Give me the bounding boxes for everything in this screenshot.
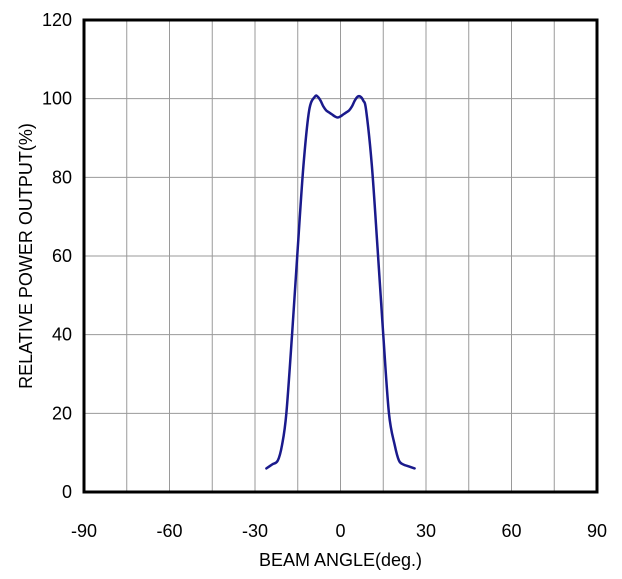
x-tick-label: 30 — [416, 521, 436, 541]
y-axis-label: RELATIVE POWER OUTPUT(%) — [16, 123, 36, 389]
x-tick-label: -30 — [242, 521, 268, 541]
y-tick-label: 40 — [52, 325, 72, 345]
series-line — [265, 94, 416, 470]
x-tick-label: 90 — [587, 521, 607, 541]
y-tick-label: 20 — [52, 403, 72, 423]
x-tick-labels: -90 -60 -30 0 30 60 90 — [71, 521, 607, 541]
y-tick-label: 0 — [62, 482, 72, 502]
series-layer — [265, 94, 416, 470]
plot-frame — [82, 18, 599, 494]
y-tick-label: 60 — [52, 246, 72, 266]
grid-lines — [84, 20, 597, 492]
y-tick-label: 100 — [42, 89, 72, 109]
x-tick-label: 60 — [501, 521, 521, 541]
y-tick-label: 80 — [52, 167, 72, 187]
x-tick-label: 0 — [335, 521, 345, 541]
y-tick-label: 120 — [42, 10, 72, 30]
x-tick-label: -60 — [156, 521, 182, 541]
x-axis-label: BEAM ANGLE(deg.) — [259, 550, 422, 570]
x-tick-label: -90 — [71, 521, 97, 541]
y-tick-labels: 0 20 40 60 80 100 120 — [42, 10, 72, 502]
